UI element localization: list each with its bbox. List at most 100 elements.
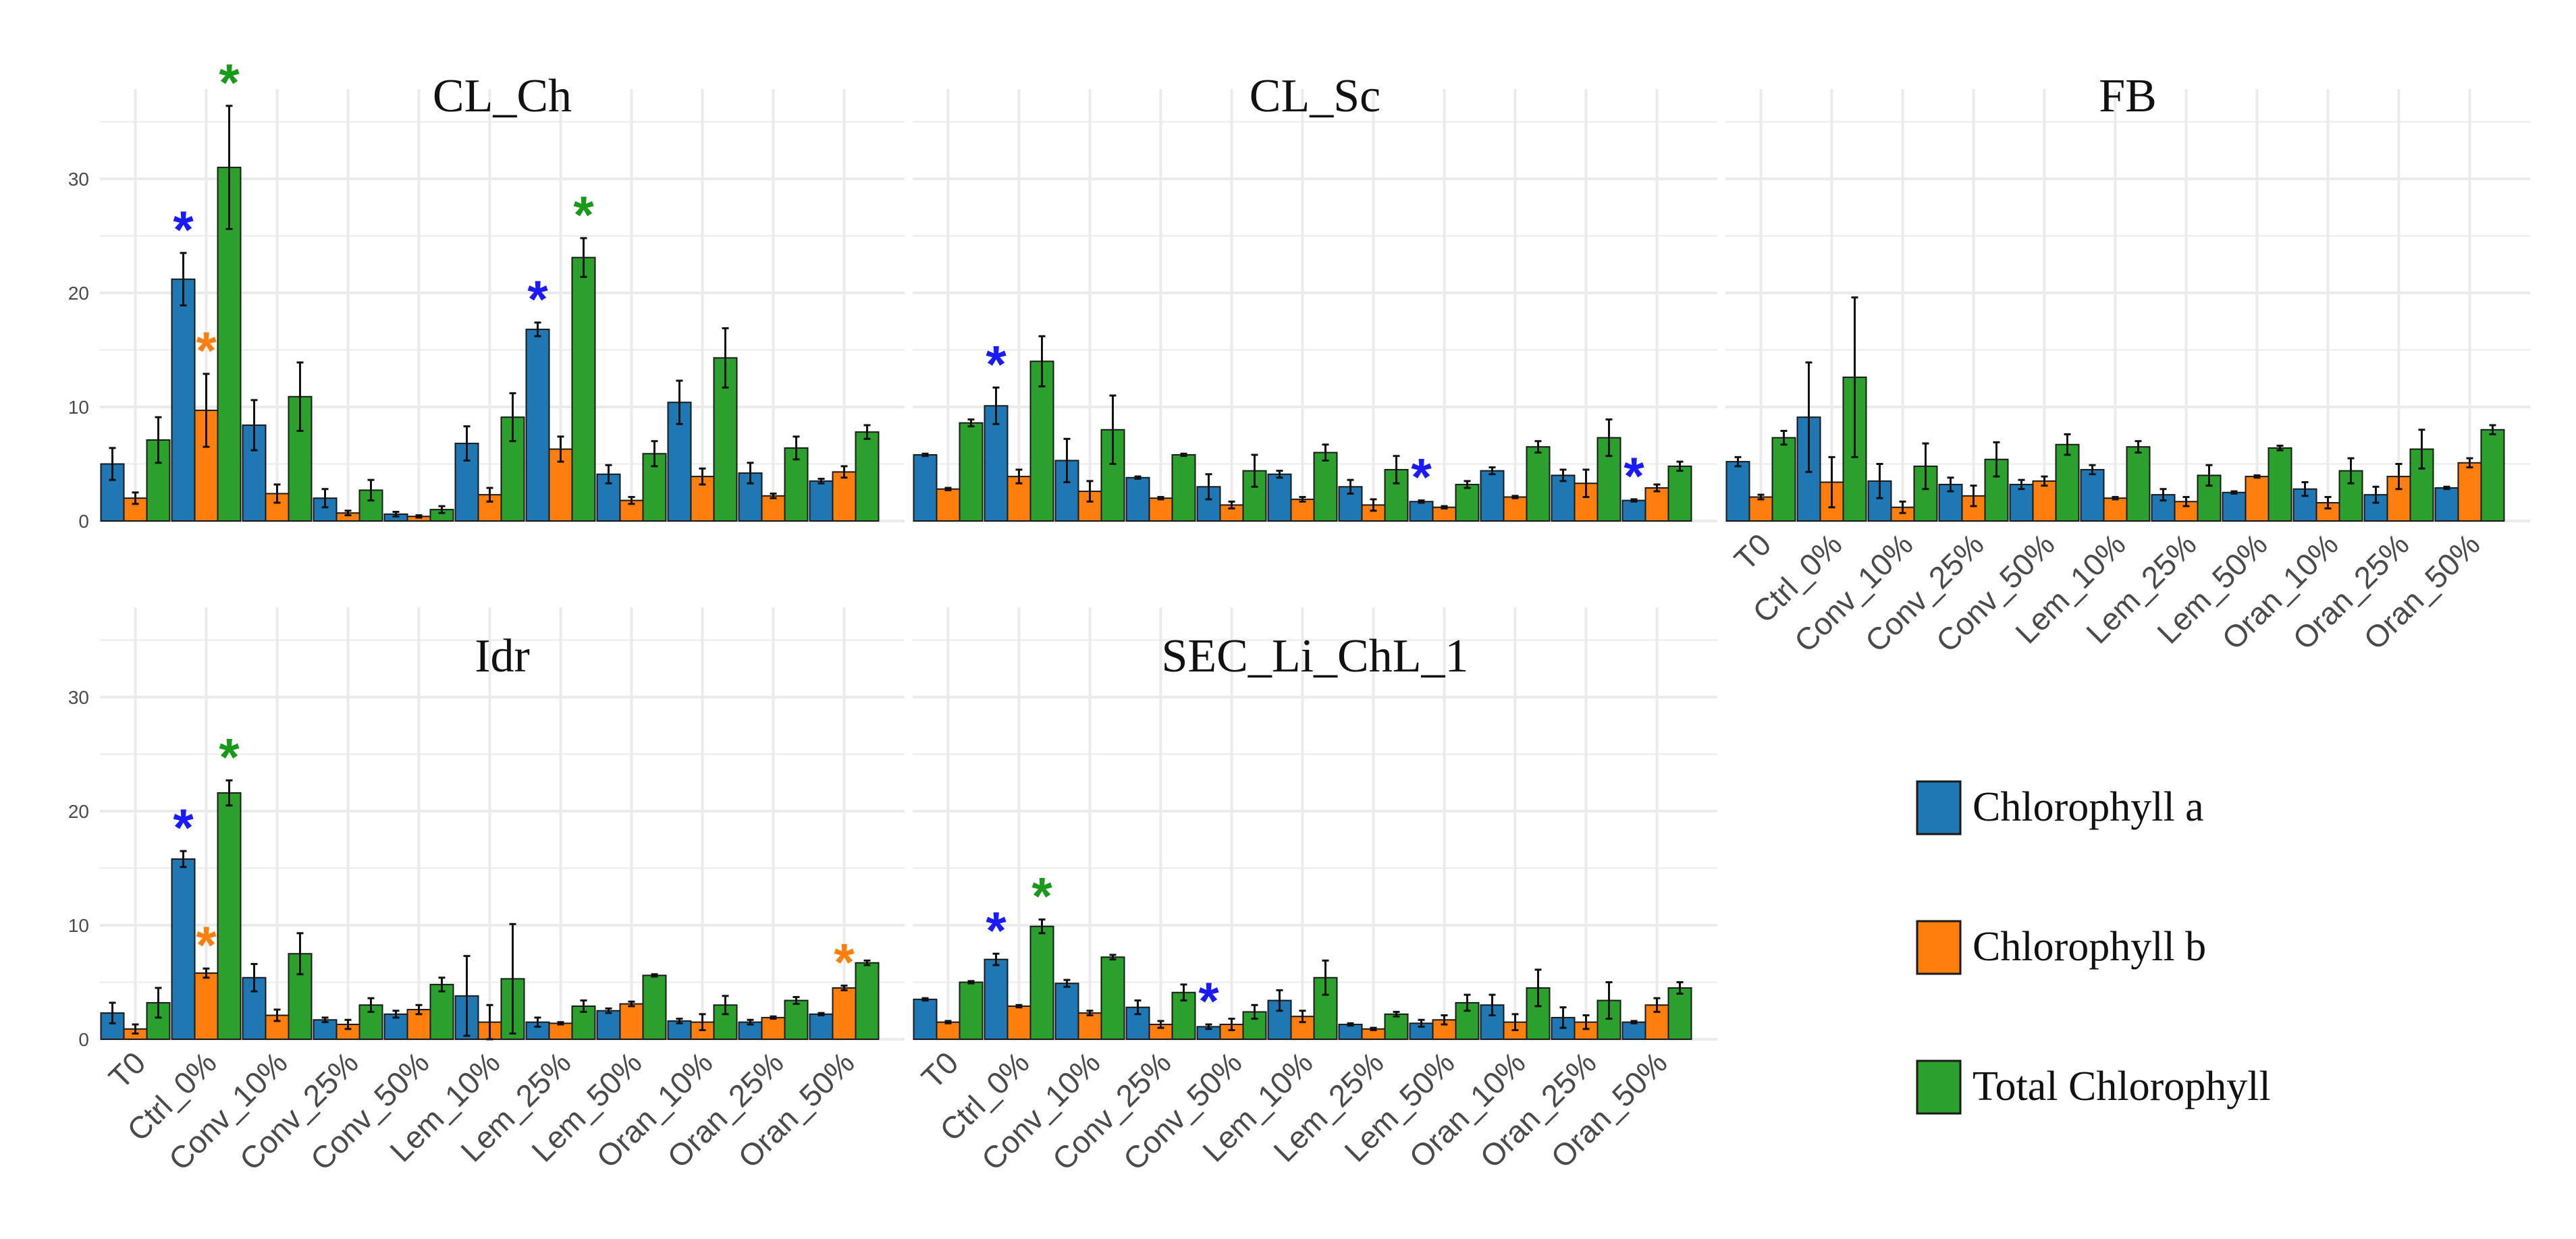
bar-total-chlorophyll-lem-50pct	[642, 974, 667, 1040]
bar-chlorophyll-b-t0	[1748, 496, 1773, 522]
significance-marker: *	[1198, 971, 1219, 1030]
bar-chlorophyll-a-oran-50pct	[809, 1013, 834, 1040]
bar-chlorophyll-a-ctrl-0pct	[171, 278, 196, 522]
bar-chlorophyll-b-lem-10pct	[2103, 497, 2128, 522]
bar-chlorophyll-b-t0	[936, 1021, 961, 1041]
facet-cl-sc: CL_Sc * * *	[913, 70, 1717, 522]
legend-label: Chlorophyll a	[1973, 784, 2204, 830]
y-tick-label: 0	[78, 1029, 89, 1050]
legend-label: Chlorophyll b	[1973, 924, 2206, 970]
bar-chlorophyll-b-t0	[936, 488, 961, 522]
significance-marker: *	[573, 185, 594, 244]
bar-total-chlorophyll-t0	[959, 422, 984, 522]
bar-chlorophyll-b-lem-25pct	[548, 1022, 573, 1040]
bar-chlorophyll-a-t0	[913, 453, 938, 522]
bar-chlorophyll-b-conv-10pct	[1077, 1012, 1102, 1041]
significance-marker: *	[1411, 447, 1432, 507]
y-tick-label: 30	[68, 169, 89, 190]
bar-chlorophyll-b-oran-25pct	[761, 1016, 786, 1041]
bar-total-chlorophyll-conv-50pct	[429, 983, 454, 1041]
y-tick-label: 0	[78, 511, 89, 532]
legend-label: Total Chlorophyll	[1973, 1064, 2271, 1109]
bar-total-chlorophyll-ctrl-0pct	[217, 792, 242, 1040]
bar-chlorophyll-a-t0	[1725, 461, 1750, 522]
facet-title: SEC_Li_ChL_1	[1161, 630, 1468, 682]
bar-total-chlorophyll-conv-25pct	[1171, 453, 1196, 522]
facet-idr: 0102030Idr****T0Ctrl_0%Conv_10%Conv_25%C…	[68, 607, 905, 1177]
bar-chlorophyll-a-lem-10pct	[1267, 473, 1292, 522]
y-tick-label: 10	[68, 397, 89, 418]
significance-marker: *	[173, 200, 194, 259]
bar-total-chlorophyll-oran-10pct	[1526, 446, 1551, 522]
facet-fb: FBT0Ctrl_0%Conv_10%Conv_25%Conv_50%Lem_1…	[1725, 70, 2530, 659]
bar-total-chlorophyll-lem-25pct	[1384, 1013, 1409, 1040]
bar-chlorophyll-a-oran-25pct	[1551, 474, 1576, 522]
facet-sec-li-chl-1: SEC_Li_ChL_1***T0Ctrl_0%Conv_10%Conv_25%…	[913, 607, 1717, 1177]
bar-chlorophyll-a-lem-50pct	[596, 1010, 621, 1040]
bar-chlorophyll-a-lem-50pct	[2222, 491, 2247, 522]
bar-chlorophyll-b-oran-50pct	[1644, 487, 1669, 522]
bar-chlorophyll-b-oran-10pct	[1503, 496, 1528, 522]
bar-chlorophyll-b-oran-50pct	[832, 987, 857, 1040]
y-tick-label: 30	[68, 687, 89, 708]
facet-title: CL_Ch	[433, 70, 572, 122]
significance-marker: *	[196, 321, 217, 380]
x-tick-label: T0	[102, 1045, 153, 1095]
bar-chlorophyll-a-ctrl-0pct	[171, 858, 196, 1040]
bar-total-chlorophyll-ctrl-0pct	[1029, 925, 1054, 1040]
significance-marker: *	[834, 933, 855, 992]
bar-total-chlorophyll-ctrl-0pct	[217, 167, 242, 522]
bar-chlorophyll-a-conv-10pct	[1054, 983, 1079, 1040]
significance-marker: *	[219, 727, 240, 786]
bar-chlorophyll-a-oran-50pct	[809, 480, 834, 522]
bar-total-chlorophyll-t0	[1771, 437, 1796, 522]
y-tick-label: 20	[68, 283, 89, 304]
legend-item-total-chlorophyll: Total Chlorophyll	[1916, 1059, 2271, 1115]
legend-swatch	[1916, 780, 1962, 835]
facet-title: Idr	[475, 630, 530, 682]
facet-cl-ch: 0 10 20 30 CL_Ch * * * * *	[68, 53, 905, 532]
significance-marker: *	[219, 53, 240, 112]
significance-marker: *	[527, 269, 548, 329]
significance-marker: *	[1624, 446, 1644, 505]
legend-item-chlorophyll-b: Chlorophyll b	[1916, 920, 2206, 975]
y-tick-label: 20	[68, 801, 89, 822]
bar-total-chlorophyll-oran-25pct	[784, 999, 809, 1041]
bar-total-chlorophyll-conv-25pct	[1984, 458, 2009, 522]
bar-chlorophyll-b-oran-50pct	[2457, 462, 2482, 522]
bar-chlorophyll-a-t0	[913, 998, 938, 1040]
facet-title: CL_Sc	[1250, 70, 1380, 122]
legend-swatch	[1916, 920, 1962, 975]
bar-total-chlorophyll-lem-25pct	[571, 256, 596, 522]
bar-total-chlorophyll-oran-50pct	[1667, 465, 1692, 522]
bar-total-chlorophyll-conv-50pct	[2055, 443, 2080, 522]
x-tick-label: T0	[915, 1045, 965, 1095]
bar-total-chlorophyll-t0	[959, 981, 984, 1040]
bar-total-chlorophyll-oran-10pct	[2338, 470, 2363, 522]
bar-chlorophyll-b-oran-25pct	[761, 495, 786, 522]
legend-swatch	[1916, 1059, 1962, 1115]
bar-chlorophyll-a-lem-25pct	[1338, 1024, 1363, 1041]
bar-chlorophyll-b-conv-50pct	[2032, 480, 2057, 522]
bar-total-chlorophyll-oran-50pct	[1667, 987, 1692, 1040]
bar-total-chlorophyll-oran-50pct	[855, 962, 880, 1041]
bar-chlorophyll-b-conv-25pct	[1148, 497, 1173, 522]
significance-marker: *	[986, 900, 1007, 960]
bar-chlorophyll-a-lem-25pct	[525, 329, 550, 522]
significance-marker: *	[986, 334, 1007, 393]
bar-total-chlorophyll-conv-10pct	[1100, 956, 1125, 1040]
bar-chlorophyll-b-oran-50pct	[832, 471, 857, 522]
bar-total-chlorophyll-oran-50pct	[855, 431, 880, 522]
bar-chlorophyll-b-lem-50pct	[619, 1003, 644, 1040]
facet-title: FB	[2099, 70, 2157, 122]
legend: Chlorophyll a Chlorophyll b Total Chloroph…	[1916, 780, 2271, 1115]
significance-marker: *	[196, 915, 217, 974]
x-tick-label: T0	[1727, 526, 1778, 577]
bar-total-chlorophyll-lem-50pct	[2268, 447, 2292, 522]
legend-item-chlorophyll-a: Chlorophyll a	[1916, 780, 2204, 835]
bar-total-chlorophyll-lem-10pct	[2126, 446, 2151, 522]
bar-chlorophyll-b-ctrl-0pct	[194, 972, 219, 1040]
